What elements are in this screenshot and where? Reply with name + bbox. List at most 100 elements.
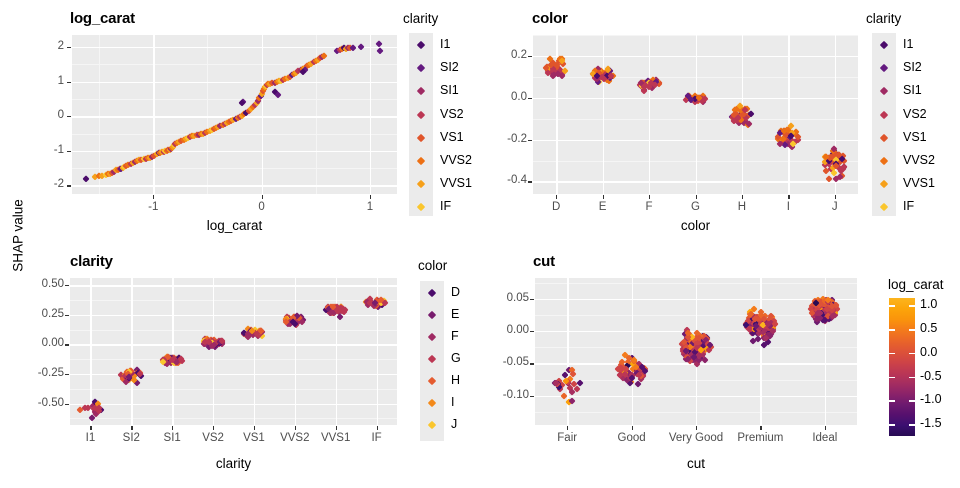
x-tickmark xyxy=(834,195,836,199)
y-tick-label: 0.05 xyxy=(506,291,529,304)
legend-label-d[interactable]: D xyxy=(451,285,461,299)
y-tickmark xyxy=(528,97,532,99)
legend-label-vs2[interactable]: VS2 xyxy=(440,106,464,121)
major-gridline-h xyxy=(533,139,858,141)
major-gridline-h xyxy=(72,185,397,187)
data-point xyxy=(274,91,282,99)
x-tickmark xyxy=(294,426,296,430)
major-gridline-v xyxy=(834,35,837,194)
minor-gridline-h xyxy=(72,64,397,66)
x-tickmark xyxy=(253,426,256,430)
minor-gridline-h xyxy=(70,359,397,360)
plot-panel-clarity xyxy=(70,278,397,425)
x-tick-label: G xyxy=(691,201,700,213)
colorbar-tickmark xyxy=(889,328,895,331)
legend-label-f[interactable]: F xyxy=(451,329,459,343)
legend-title-log-carat: log_carat xyxy=(888,277,944,292)
y-tick-label: 0.00 xyxy=(41,337,64,350)
x-tick-label: Very Good xyxy=(668,432,724,444)
minor-gridline-h xyxy=(72,133,397,135)
minor-gridline-h xyxy=(70,329,397,331)
colorbar-tickmark xyxy=(909,376,915,379)
legend-label-i[interactable]: I xyxy=(451,395,455,409)
x-tick-label: SI1 xyxy=(163,432,181,444)
y-tickmark xyxy=(528,55,532,58)
legend-label-vvs1[interactable]: VVS1 xyxy=(903,176,935,191)
major-gridline-v xyxy=(760,278,762,425)
x-axis-title-clarity: clarity xyxy=(215,456,252,471)
legend-label-si1[interactable]: SI1 xyxy=(903,83,922,98)
minor-gridline-h xyxy=(72,98,397,100)
y-tick-label: 0.0 xyxy=(511,90,527,103)
colorbar-tickmark xyxy=(889,376,895,379)
x-tick-label: H xyxy=(737,201,747,213)
y-tick-label: 0.50 xyxy=(41,278,64,291)
y-tick-label: 0 xyxy=(57,109,64,122)
legend-label-g[interactable]: G xyxy=(451,351,461,365)
y-tickmark xyxy=(67,185,71,187)
x-tickmark xyxy=(631,426,633,430)
y-tick-label: -2 xyxy=(53,178,64,191)
panel-title-log-carat: log_carat xyxy=(70,10,135,27)
data-point xyxy=(357,43,365,51)
major-gridline-v xyxy=(172,278,174,425)
colorbar-tickmark xyxy=(909,424,915,426)
legend-label-si2[interactable]: SI2 xyxy=(440,60,459,75)
legend-label-vvs2[interactable]: VVS2 xyxy=(903,153,935,167)
major-gridline-v xyxy=(261,35,263,194)
legend-title-clarity-1: clarity xyxy=(403,11,439,26)
y-tick-label: 0.2 xyxy=(511,48,527,61)
legend-label-vs2[interactable]: VS2 xyxy=(903,106,927,121)
colorbar-tick-label: 0.5 xyxy=(920,320,938,335)
legend-label-vvs2[interactable]: VVS2 xyxy=(440,153,472,167)
x-tick-label: D xyxy=(552,201,561,213)
y-tick-label: 0.25 xyxy=(41,307,64,320)
legend-label-if[interactable]: IF xyxy=(903,199,915,214)
colorbar-tick-label: -1.5 xyxy=(920,416,942,431)
major-gridline-h xyxy=(533,181,858,183)
major-gridline-v xyxy=(335,278,338,425)
colorbar-tickmark xyxy=(909,400,915,402)
y-tickmark xyxy=(530,331,534,333)
x-tickmark xyxy=(649,195,651,199)
y-tickmark xyxy=(530,395,534,398)
legend-label-vs1[interactable]: VS1 xyxy=(440,129,464,144)
major-gridline-h xyxy=(70,403,397,406)
legend-label-h[interactable]: H xyxy=(451,373,461,387)
y-tickmark xyxy=(67,150,71,152)
x-tick-label: J xyxy=(831,201,838,213)
x-tick-label: Fair xyxy=(557,432,578,444)
y-tickmark xyxy=(65,314,69,316)
data-point xyxy=(375,47,384,55)
y-tick-label: -0.2 xyxy=(507,132,527,145)
legend-label-j[interactable]: J xyxy=(451,417,458,431)
major-gridline-v xyxy=(376,278,378,425)
x-tick-label: F xyxy=(645,201,653,213)
data-point xyxy=(82,175,90,184)
legend-label-vs1[interactable]: VS1 xyxy=(903,129,927,144)
major-gridline-h xyxy=(72,81,397,84)
major-gridline-v xyxy=(567,278,569,425)
major-gridline-v xyxy=(131,278,133,425)
legend-label-vvs1[interactable]: VVS1 xyxy=(440,176,472,191)
minor-gridline-v xyxy=(315,35,317,194)
legend-label-i1[interactable]: I1 xyxy=(440,37,451,51)
y-tickmark xyxy=(530,298,534,300)
legend-label-if[interactable]: IF xyxy=(440,199,452,214)
major-gridline-h xyxy=(535,298,857,301)
major-gridline-v xyxy=(695,35,697,194)
x-tick-label: I1 xyxy=(85,432,96,444)
legend-label-i1[interactable]: I1 xyxy=(903,37,914,51)
x-tickmark xyxy=(376,426,378,430)
legend-label-si2[interactable]: SI2 xyxy=(903,60,922,75)
x-tick-label: IF xyxy=(371,432,382,444)
x-tickmark xyxy=(131,426,133,430)
panel-title-cut: cut xyxy=(533,253,555,270)
y-tickmark xyxy=(65,344,69,346)
legend-label-si1[interactable]: SI1 xyxy=(440,83,459,98)
major-gridline-v xyxy=(788,35,790,194)
major-gridline-h xyxy=(70,374,397,376)
legend-label-e[interactable]: E xyxy=(451,307,460,321)
colorbar-log-carat[interactable] xyxy=(889,298,915,436)
minor-gridline-h xyxy=(70,388,397,390)
